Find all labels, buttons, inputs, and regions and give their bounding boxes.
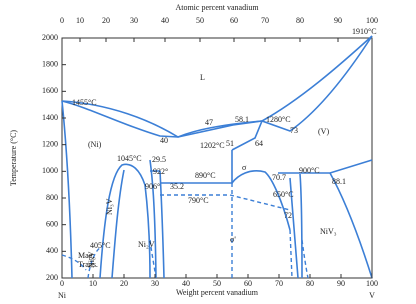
bottom-tick-label: 70 xyxy=(275,279,283,288)
bottom-tick-label: 80 xyxy=(306,279,314,288)
top-tick-label: 20 xyxy=(102,16,110,25)
top-tick-label: 10 xyxy=(76,16,84,25)
y-tick-label: 600 xyxy=(46,219,58,228)
y-tick-label: 1200 xyxy=(42,139,58,148)
annotation: 47 xyxy=(205,118,213,127)
bottom-tick-label: 30 xyxy=(151,279,159,288)
y-axis-title: Temperature (°C) xyxy=(9,130,18,187)
bottom-tick-label: 40 xyxy=(182,279,190,288)
y-tick-label: 1800 xyxy=(42,59,58,68)
right-element: V xyxy=(369,291,375,300)
top-tick-label: 90 xyxy=(334,16,342,25)
annotation: NiV₃ xyxy=(320,227,337,236)
annotation: Trans. xyxy=(78,260,98,269)
bottom-tick-label: 60 xyxy=(244,279,252,288)
annotation: Mag. xyxy=(78,251,95,260)
y-tick-label: 1600 xyxy=(42,86,58,95)
annotation: 58.1 xyxy=(235,115,249,124)
annotation: Ni₃V xyxy=(105,198,114,215)
annotation: σ xyxy=(242,163,247,172)
annotation: 1455°C xyxy=(72,98,97,107)
annotation: 900°C xyxy=(299,166,320,175)
phase-boundaries xyxy=(61,35,373,279)
top-tick-label: 80 xyxy=(296,16,304,25)
left-element: Ni xyxy=(58,291,67,300)
top-tick-label: 50 xyxy=(196,16,204,25)
annotation: 890°C xyxy=(195,171,216,180)
annotation: 1202°C xyxy=(200,141,225,150)
annotation: 922° xyxy=(153,167,168,176)
annotation: 1910°C xyxy=(352,27,377,36)
top-tick-label: 30 xyxy=(130,16,138,25)
annotation: Ni₂V xyxy=(138,240,155,249)
annotation: 29.5 xyxy=(152,155,166,164)
annotation: 64 xyxy=(255,139,263,148)
bottom-tick-label: 0 xyxy=(60,279,64,288)
top-axis-title: Atomic percent vanadium xyxy=(175,3,259,12)
annotation: 405°C xyxy=(90,241,111,250)
y-tick-label: 400 xyxy=(46,246,58,255)
annotation: 1045°C xyxy=(117,154,142,163)
annotation: 1280°C xyxy=(266,115,291,124)
bottom-tick-label: 20 xyxy=(120,279,128,288)
y-tick-label: 1400 xyxy=(42,113,58,122)
y-tick-label: 200 xyxy=(46,273,58,282)
bottom-tick-label: 90 xyxy=(337,279,345,288)
annotation: 51 xyxy=(226,139,234,148)
annotation: 35.2 xyxy=(170,182,184,191)
y-tick-label: 2000 xyxy=(42,33,58,42)
top-tick-label: 40 xyxy=(161,16,169,25)
top-tick-label: 100 xyxy=(366,16,378,25)
annotation: 73 xyxy=(290,126,298,135)
top-tick-label: 0 xyxy=(60,16,64,25)
y-tick-label: 800 xyxy=(46,193,58,202)
annotation: 72 xyxy=(284,211,292,220)
bottom-tick-label: 100 xyxy=(366,279,378,288)
annotation: 906° xyxy=(145,182,160,191)
annotation: 40 xyxy=(160,136,168,145)
y-tick-label: 1000 xyxy=(42,166,58,175)
annotation: (V) xyxy=(318,127,329,136)
annotation: σ' xyxy=(230,235,236,244)
annotation: (Ni) xyxy=(88,140,102,149)
bottom-tick-label: 50 xyxy=(213,279,221,288)
x-axis-title: Weight percent vanadium xyxy=(176,288,259,297)
annotation: 790°C xyxy=(188,196,209,205)
top-tick-label: 60 xyxy=(230,16,238,25)
top-tick-label: 70 xyxy=(261,16,269,25)
annotation: L xyxy=(200,73,205,82)
bottom-tick-label: 10 xyxy=(89,279,97,288)
annotation: Ni₈V xyxy=(87,251,96,268)
annotation: 88.1 xyxy=(332,177,346,186)
annotation: 70.7 xyxy=(272,173,286,182)
annotation: 650°C xyxy=(273,190,294,199)
